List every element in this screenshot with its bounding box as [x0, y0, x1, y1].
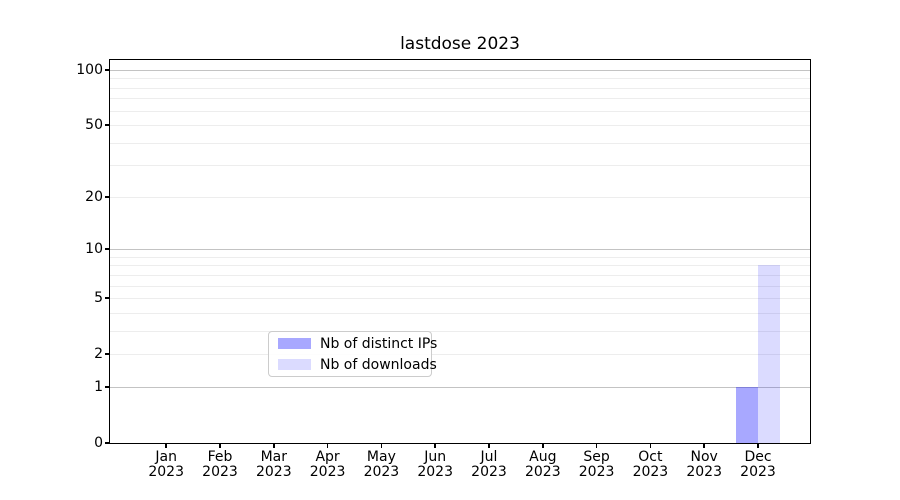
y-tick-mark-2 [105, 353, 110, 355]
x-tick-label-sep-2023: Sep 2023 [578, 449, 615, 480]
y-tick-label-100: 100 [76, 61, 103, 78]
y-gridline-20 [110, 196, 810, 198]
y-tick-label-20: 20 [85, 188, 103, 205]
x-tick-mark-5 [434, 443, 436, 448]
y-gridline-2 [110, 354, 810, 356]
x-tick-label-aug-2023: Aug 2023 [524, 449, 561, 480]
y-tick-label-0: 0 [94, 435, 103, 451]
x-tick-label-oct-2023: Oct 2023 [632, 449, 669, 480]
x-tick-mark-6 [488, 443, 490, 448]
x-tick-mark-1 [219, 443, 221, 448]
x-tick-label-mar-2023: Mar 2023 [255, 449, 292, 480]
x-tick-label-dec-2023: Dec 2023 [740, 449, 776, 480]
x-tick-label-may-2023: May 2023 [363, 449, 400, 480]
y-tick-mark-1 [105, 386, 110, 388]
y-gridline-minor-40 [110, 142, 810, 144]
y-gridline-minor-90 [110, 78, 810, 80]
y-gridline-50 [110, 125, 810, 127]
x-tick-label-feb-2023: Feb 2023 [202, 449, 238, 480]
legend-item-downloads: Nb of downloads [278, 357, 437, 373]
x-tick-mark-7 [542, 443, 544, 448]
y-gridline-minor-4 [110, 312, 810, 314]
x-tick-label-nov-2023: Nov 2023 [686, 449, 722, 480]
x-tick-mark-3 [326, 443, 329, 448]
x-tick-label-jun-2023: Jun 2023 [417, 449, 453, 480]
legend-swatch-downloads [278, 359, 311, 370]
y-tick-mark-100 [105, 69, 110, 71]
legend: Nb of distinct IPs Nb of downloads [268, 331, 437, 377]
y-gridline-minor-8 [110, 265, 810, 267]
y-tick-mark-20 [105, 196, 110, 198]
y-gridline-minor-3 [110, 330, 810, 332]
y-gridline-minor-60 [110, 110, 810, 112]
bar-nb-of-downloads-dec-2023 [758, 265, 780, 443]
y-tick-label-1: 1 [94, 378, 103, 395]
x-tick-label-apr-2023: Apr 2023 [309, 449, 346, 480]
x-tick-mark-10 [703, 443, 705, 448]
x-tick-label-jul-2023: Jul 2023 [471, 449, 507, 480]
y-gridline-minor-30 [110, 165, 810, 167]
y-tick-mark-50 [105, 124, 110, 126]
y-tick-label-2: 2 [94, 346, 103, 363]
y-gridline-minor-70 [110, 98, 810, 100]
x-tick-mark-11 [757, 443, 759, 448]
legend-label-downloads: Nb of downloads [320, 356, 437, 373]
y-gridline-1 [110, 386, 810, 388]
y-tick-label-50: 50 [85, 117, 103, 134]
y-tick-label-5: 5 [94, 290, 103, 307]
x-tick-label-jan-2023: Jan 2023 [148, 449, 184, 480]
chart-title: lastdose 2023 [400, 34, 520, 54]
y-tick-mark-5 [105, 297, 110, 299]
x-tick-mark-8 [595, 443, 598, 448]
legend-swatch-distinct-ips [278, 338, 311, 349]
y-gridline-100 [110, 69, 810, 71]
y-gridline-minor-9 [110, 256, 810, 258]
x-tick-mark-0 [165, 443, 167, 448]
y-tick-label-10: 10 [85, 241, 103, 258]
y-gridline-minor-7 [110, 274, 810, 276]
x-tick-mark-9 [649, 443, 652, 448]
y-gridline-10 [110, 249, 810, 251]
y-tick-mark-0 [105, 442, 110, 444]
plot-area [110, 60, 810, 443]
y-gridline-minor-80 [110, 87, 810, 89]
y-gridline-5 [110, 298, 810, 300]
x-tick-mark-4 [380, 443, 383, 448]
y-gridline-minor-6 [110, 285, 810, 287]
x-tick-mark-2 [273, 443, 275, 448]
legend-item-distinct-ips: Nb of distinct IPs [278, 336, 437, 352]
legend-label-distinct-ips: Nb of distinct IPs [320, 335, 438, 352]
bar-nb-of-distinct-ips-dec-2023 [736, 386, 758, 443]
y-tick-mark-10 [105, 248, 110, 250]
